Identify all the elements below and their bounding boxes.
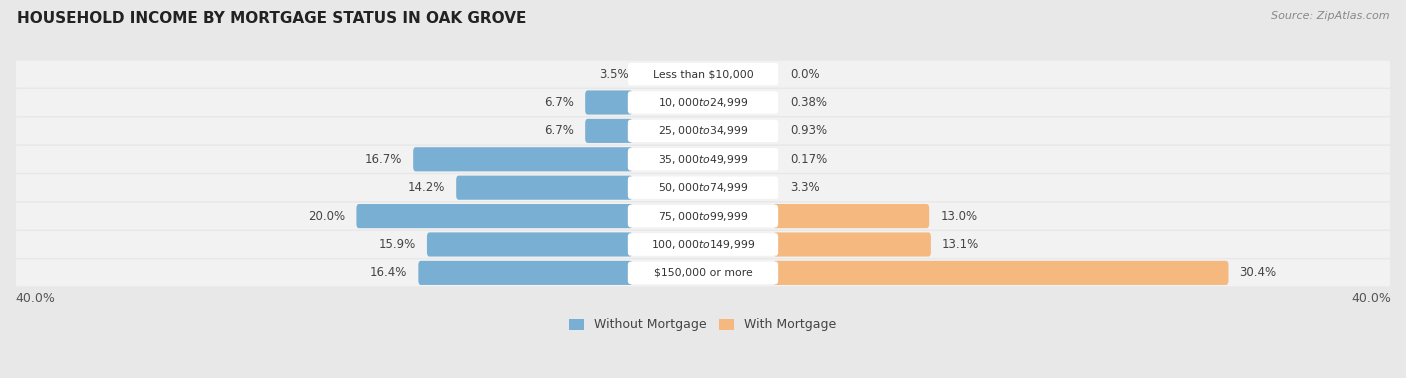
FancyBboxPatch shape — [15, 231, 1391, 258]
Text: $35,000 to $49,999: $35,000 to $49,999 — [658, 153, 748, 166]
FancyBboxPatch shape — [15, 146, 1391, 173]
Text: 0.38%: 0.38% — [790, 96, 827, 109]
Text: 13.0%: 13.0% — [941, 209, 977, 223]
FancyBboxPatch shape — [15, 89, 1391, 116]
Text: 15.9%: 15.9% — [378, 238, 416, 251]
FancyBboxPatch shape — [15, 118, 1391, 144]
FancyBboxPatch shape — [628, 120, 778, 142]
Text: 30.4%: 30.4% — [1240, 266, 1277, 279]
Text: 13.1%: 13.1% — [942, 238, 980, 251]
FancyBboxPatch shape — [773, 232, 931, 257]
FancyBboxPatch shape — [628, 233, 778, 256]
FancyBboxPatch shape — [773, 204, 929, 228]
Text: $25,000 to $34,999: $25,000 to $34,999 — [658, 124, 748, 137]
Text: $10,000 to $24,999: $10,000 to $24,999 — [658, 96, 748, 109]
FancyBboxPatch shape — [628, 262, 778, 284]
FancyBboxPatch shape — [413, 147, 633, 171]
Text: Source: ZipAtlas.com: Source: ZipAtlas.com — [1271, 11, 1389, 21]
Text: $150,000 or more: $150,000 or more — [654, 268, 752, 278]
FancyBboxPatch shape — [15, 203, 1391, 229]
FancyBboxPatch shape — [356, 204, 633, 228]
Text: 6.7%: 6.7% — [544, 124, 574, 137]
Text: HOUSEHOLD INCOME BY MORTGAGE STATUS IN OAK GROVE: HOUSEHOLD INCOME BY MORTGAGE STATUS IN O… — [17, 11, 526, 26]
FancyBboxPatch shape — [628, 205, 778, 227]
FancyBboxPatch shape — [585, 119, 633, 143]
FancyBboxPatch shape — [456, 176, 633, 200]
FancyBboxPatch shape — [15, 174, 1391, 201]
Text: 0.17%: 0.17% — [790, 153, 827, 166]
Text: 6.7%: 6.7% — [544, 96, 574, 109]
Text: 16.7%: 16.7% — [364, 153, 402, 166]
FancyBboxPatch shape — [628, 177, 778, 199]
FancyBboxPatch shape — [628, 63, 778, 85]
Text: 0.93%: 0.93% — [790, 124, 827, 137]
Text: Less than $10,000: Less than $10,000 — [652, 69, 754, 79]
Legend: Without Mortgage, With Mortgage: Without Mortgage, With Mortgage — [569, 318, 837, 332]
Text: 40.0%: 40.0% — [15, 292, 55, 305]
FancyBboxPatch shape — [628, 91, 778, 114]
Text: $75,000 to $99,999: $75,000 to $99,999 — [658, 209, 748, 223]
Text: 0.0%: 0.0% — [790, 68, 820, 81]
Text: 3.5%: 3.5% — [599, 68, 628, 81]
Text: $100,000 to $149,999: $100,000 to $149,999 — [651, 238, 755, 251]
FancyBboxPatch shape — [585, 90, 633, 115]
FancyBboxPatch shape — [419, 261, 633, 285]
Text: 16.4%: 16.4% — [370, 266, 408, 279]
FancyBboxPatch shape — [628, 148, 778, 170]
Text: $50,000 to $74,999: $50,000 to $74,999 — [658, 181, 748, 194]
Text: 14.2%: 14.2% — [408, 181, 446, 194]
FancyBboxPatch shape — [427, 232, 633, 257]
FancyBboxPatch shape — [15, 60, 1391, 88]
Text: 20.0%: 20.0% — [308, 209, 346, 223]
Text: 3.3%: 3.3% — [790, 181, 820, 194]
FancyBboxPatch shape — [773, 261, 1229, 285]
Text: 40.0%: 40.0% — [1351, 292, 1391, 305]
FancyBboxPatch shape — [15, 259, 1391, 287]
